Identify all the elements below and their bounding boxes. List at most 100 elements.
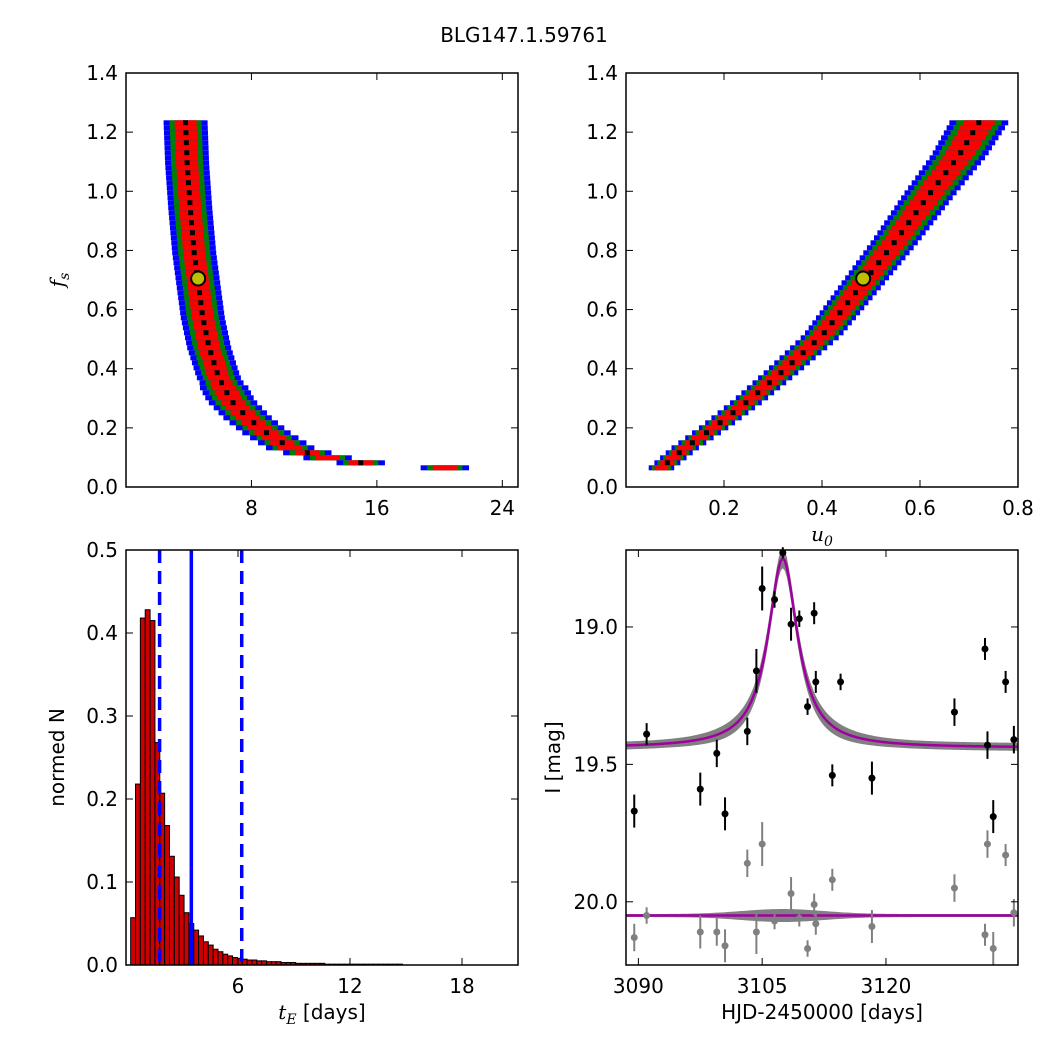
y-tick-label: 0.0 (586, 475, 618, 499)
y-tick-label: 1.4 (86, 61, 118, 85)
axes-frame (125, 549, 519, 966)
best-cell (778, 370, 784, 376)
band-cell-1-sigma (212, 385, 237, 391)
best-cell (184, 160, 190, 166)
band-cell-1-sigma (777, 365, 797, 371)
band-cell-1-sigma (718, 415, 735, 421)
band-cell-1-sigma (217, 395, 242, 401)
best-fit-marker (855, 270, 872, 287)
best-cell (224, 390, 230, 396)
band-cell-1-sigma (870, 255, 895, 261)
band-cell-1-sigma (666, 455, 681, 461)
band-cell-1-sigma (892, 225, 919, 231)
panel-lightcurve: 3090 3105 3120 19.0 19.5 20.0 HJD-2450000 [day… (541, 547, 1019, 1024)
band-cell-1-sigma (177, 175, 200, 181)
band-cell-1-sigma (235, 415, 260, 421)
data-point (868, 774, 876, 782)
best-cell (214, 370, 220, 376)
band-cell-1-sigma (832, 305, 855, 311)
best-cell (928, 190, 934, 196)
residual-point (1002, 851, 1010, 859)
histogram-bar (212, 948, 219, 966)
band-cell-1-sigma (174, 125, 197, 131)
best-cell (868, 270, 874, 276)
best-cell (821, 330, 827, 336)
data-point (1010, 736, 1018, 744)
data-point (758, 584, 766, 592)
data-point (771, 595, 779, 603)
histogram-bar (173, 876, 180, 966)
data-point (810, 609, 818, 617)
residual-point (981, 931, 989, 939)
best-cell (755, 390, 761, 396)
band-cell-1-sigma (960, 125, 992, 131)
band-cell-1-sigma (180, 225, 203, 231)
best-cell (219, 380, 225, 386)
band-cell-1-sigma (204, 365, 227, 371)
residual-point (804, 945, 812, 953)
y-tick-label: 1.0 (586, 179, 618, 203)
best-cell (943, 170, 949, 176)
band-cell-1-sigma (705, 425, 722, 431)
band-cell-1-sigma (743, 395, 761, 401)
band-cell-1-sigma (201, 355, 224, 361)
y-tick-label: 0.8 (86, 238, 118, 262)
band-cell-1-sigma (934, 165, 965, 171)
best-cell (935, 180, 941, 186)
x-tick-label: 6 (232, 974, 245, 998)
best-cell (970, 130, 976, 136)
band-cell-1-sigma (899, 215, 926, 221)
x-tick-label: 0.2 (708, 496, 740, 520)
data-point (643, 730, 651, 738)
y-tick-label: 0.0 (86, 475, 118, 499)
best-cell (184, 150, 190, 156)
histogram-bar (135, 783, 141, 966)
data-point (837, 678, 845, 686)
band-cell-1-sigma (175, 145, 198, 151)
band-cell-1-sigma (920, 185, 949, 191)
best-cell (789, 360, 795, 366)
y-tick-label: 0.2 (86, 416, 118, 440)
band-cell-1-sigma (183, 255, 206, 261)
best-cell (852, 290, 858, 296)
best-cell (976, 120, 982, 126)
y-tick-label: 0.4 (86, 621, 118, 645)
band-cell-1-sigma (196, 335, 219, 341)
residual-point (630, 934, 638, 942)
histogram-bar (217, 951, 224, 966)
band-cell-1-sigma (176, 165, 199, 171)
residual-point (771, 917, 779, 925)
band-cell-1-sigma (315, 455, 340, 461)
best-cell (906, 220, 912, 226)
data-point (950, 708, 958, 716)
best-cell (183, 120, 189, 126)
y-axis-label: I [mag] (541, 721, 565, 793)
best-cell (964, 140, 970, 146)
y-tick-label: 0.4 (586, 357, 618, 381)
residual-point (868, 923, 876, 931)
x-tick-label: 24 (490, 496, 515, 520)
residual-point (721, 942, 729, 950)
histogram-bar (198, 935, 204, 966)
best-cell (196, 290, 202, 296)
band-cell-1-sigma (809, 335, 830, 341)
x-tick-label: 0.8 (1002, 496, 1034, 520)
band-cell-1-sigma (654, 465, 669, 471)
panel-fs-vs-tE: 8 16 24 0.0 0.2 0.4 0.6 0.8 1.0 1.2 1.4 fs (45, 61, 519, 520)
band-cell-1-sigma (193, 325, 216, 331)
best-cell (240, 410, 246, 416)
band-cell-1-sigma (847, 285, 871, 291)
histogram-bar (130, 917, 137, 966)
best-fit-marker (190, 270, 207, 287)
y-tick-label: 0.0 (86, 953, 118, 977)
residual-point (752, 928, 760, 936)
y-tick-label: 1.2 (586, 120, 618, 144)
data-point (743, 727, 751, 735)
data-point (630, 807, 638, 815)
axes-frame (625, 72, 1019, 488)
best-cell (263, 430, 269, 436)
best-cell (717, 420, 723, 426)
y-tick-label: 0.2 (86, 787, 118, 811)
best-cell (800, 350, 806, 356)
data-point (713, 749, 721, 757)
